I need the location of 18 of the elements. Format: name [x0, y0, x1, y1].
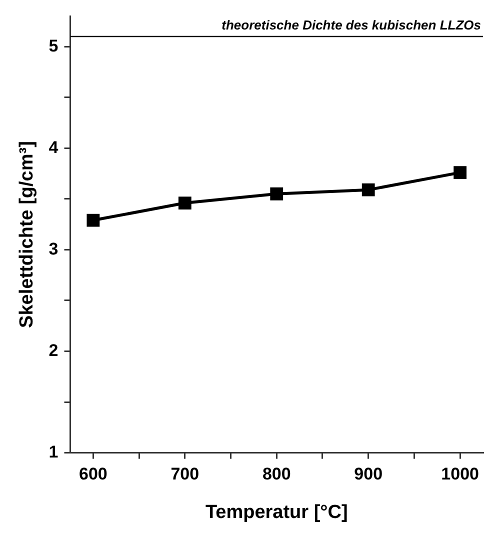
- y-tick-label: 4: [48, 138, 59, 157]
- x-tick-label: 900: [354, 464, 383, 484]
- point: [86, 214, 100, 227]
- x-tick-label: 1000: [441, 464, 479, 484]
- point: [178, 196, 192, 210]
- point: [362, 183, 375, 196]
- ref-line-label: theoretische Dichte des kubischen LLZOs: [222, 18, 481, 33]
- x-tick-label: 700: [170, 464, 200, 484]
- point: [270, 187, 284, 200]
- x-tick-label: 800: [262, 464, 291, 484]
- point: [454, 166, 467, 180]
- y-axis-title: Skelettdichte [g/cm³]: [16, 141, 38, 328]
- y-tick-label: 5: [48, 36, 58, 56]
- x-axis-title: Temperatur [°C]: [205, 502, 348, 523]
- x-tick-label: 600: [78, 464, 108, 484]
- y-tick-label: 2: [48, 340, 58, 360]
- y-tick-label: 1: [48, 442, 58, 462]
- y-tick-label: 3: [48, 239, 58, 258]
